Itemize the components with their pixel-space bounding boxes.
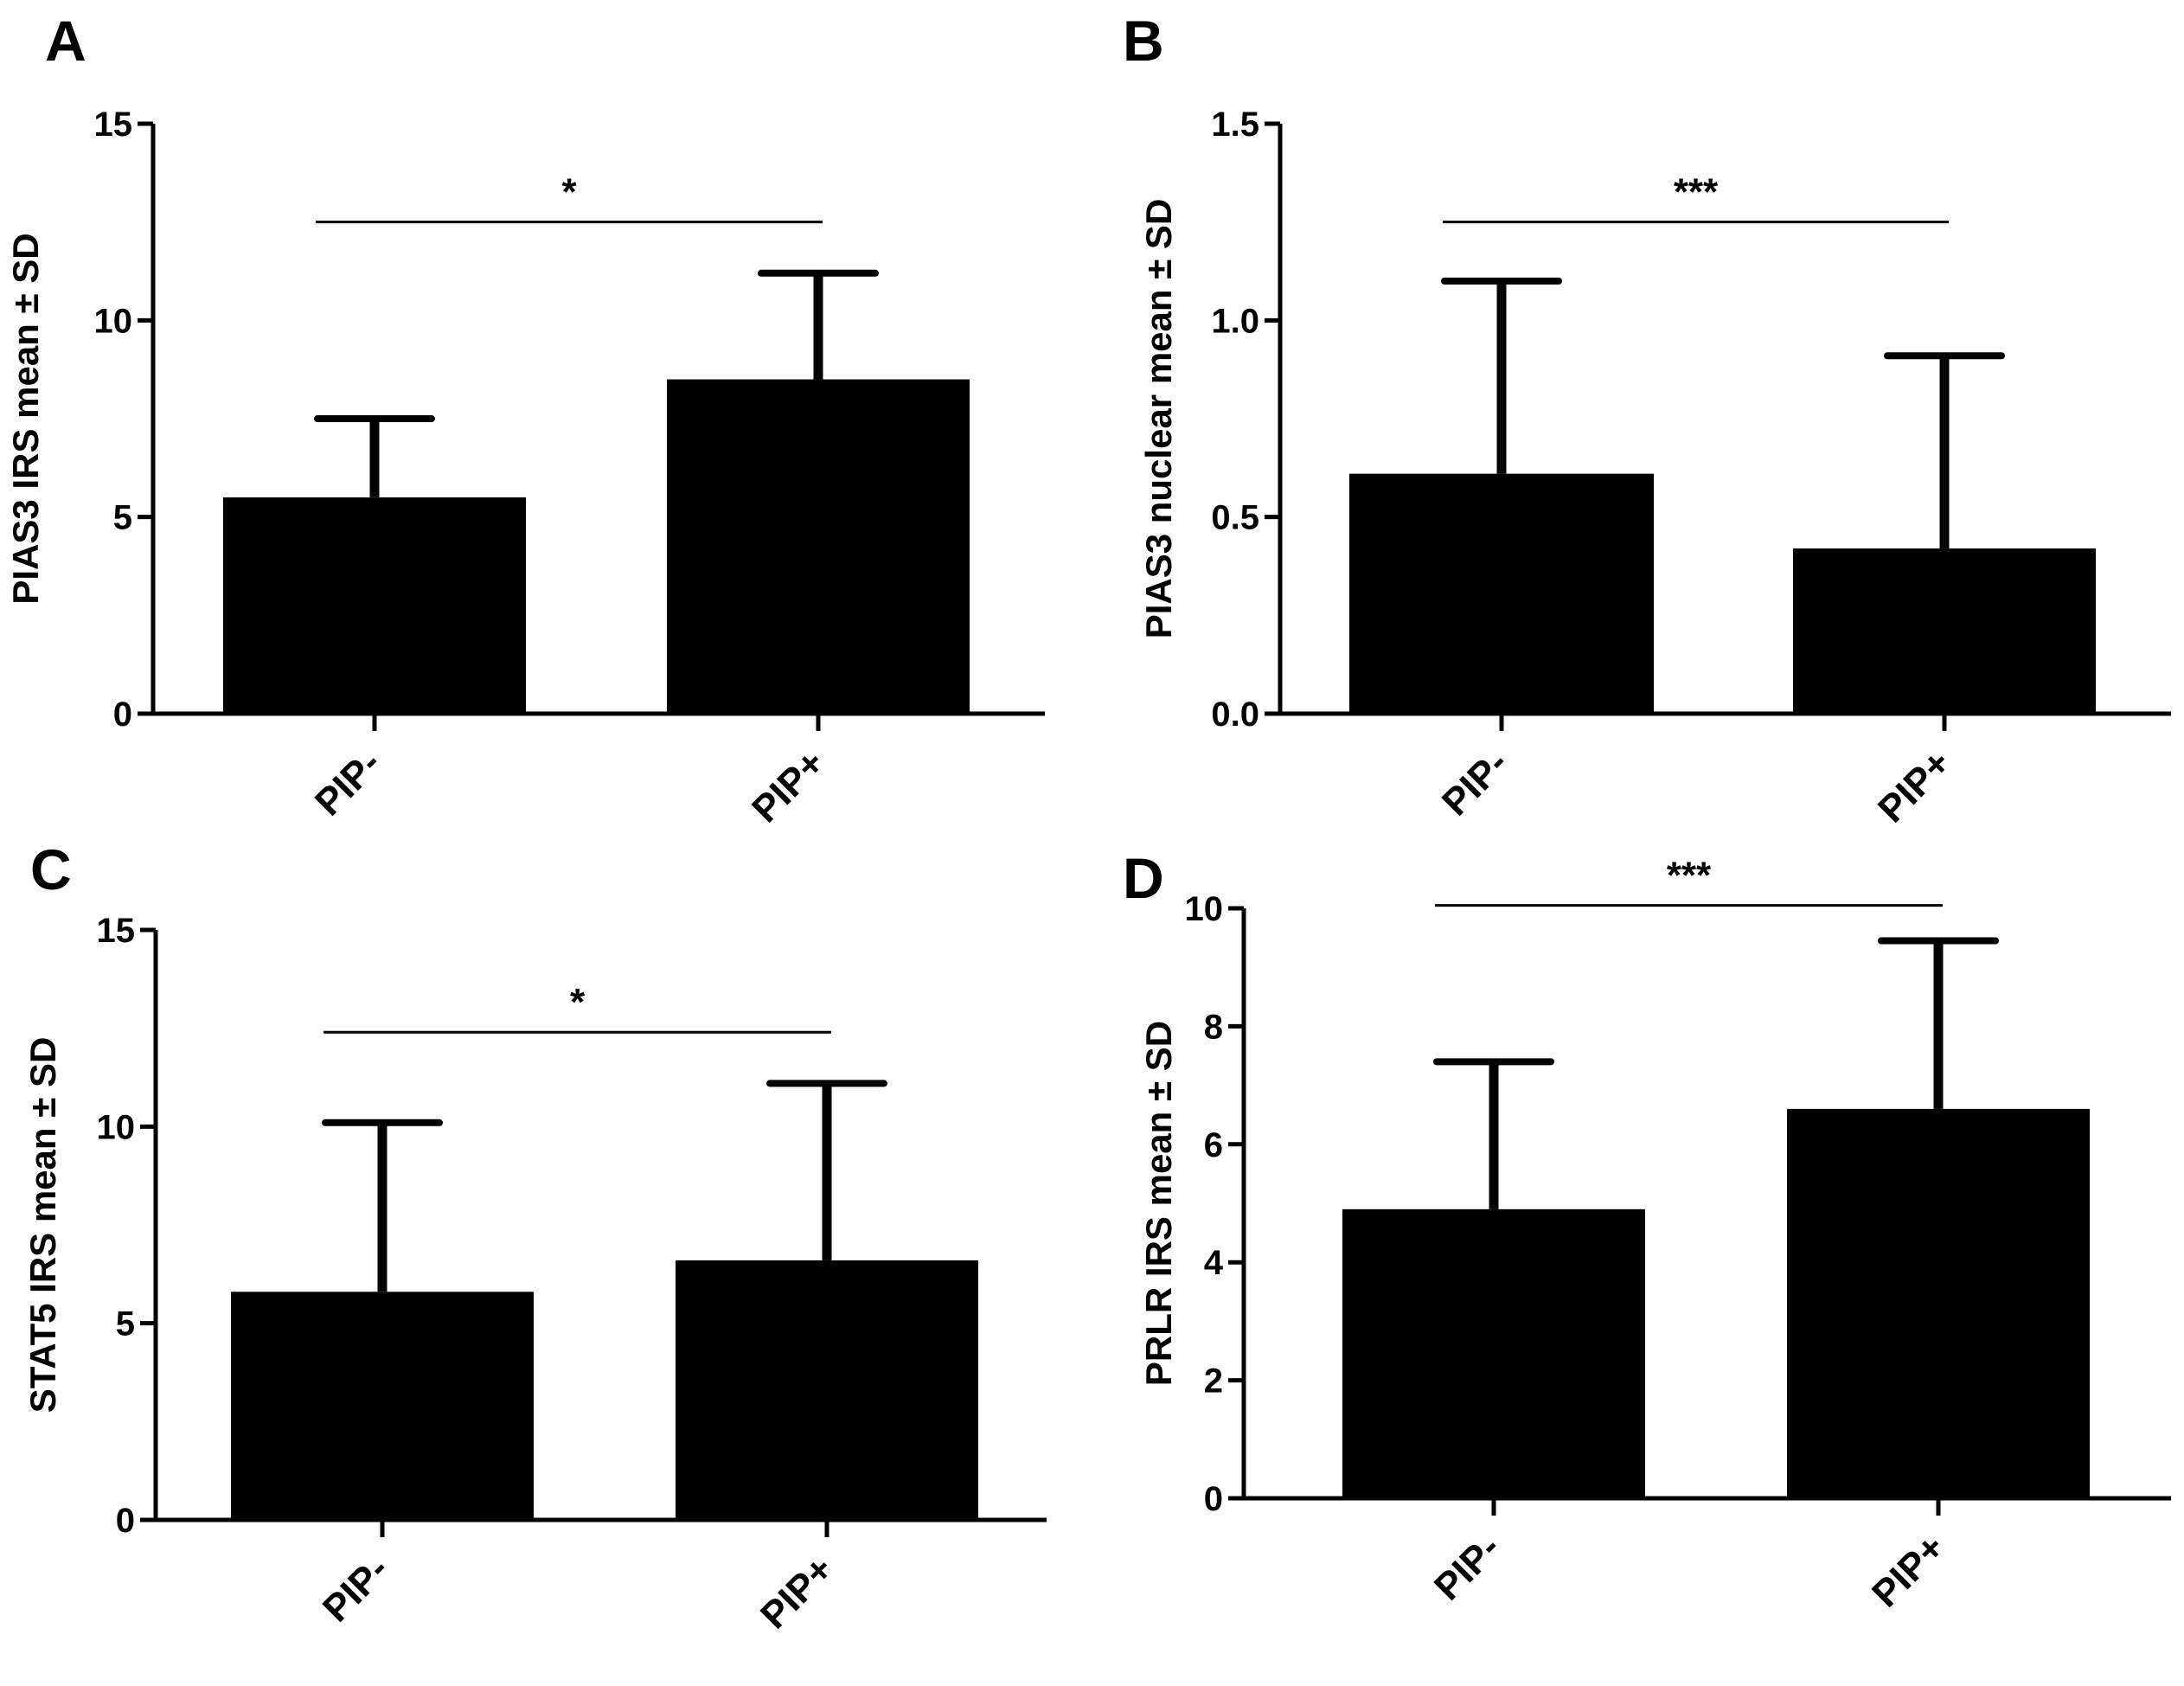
significance-marker: *	[561, 171, 577, 214]
y-tick-label: 15	[94, 106, 133, 144]
bar	[231, 1292, 534, 1520]
panel-letter: A	[45, 9, 86, 73]
y-tick-label: 4	[1204, 1244, 1224, 1282]
panel-letter: D	[1123, 846, 1164, 910]
y-tick-label: 6	[1204, 1126, 1223, 1164]
bar	[676, 1260, 978, 1520]
bar	[1787, 1108, 2090, 1498]
y-tick-label: 0	[1204, 1480, 1223, 1518]
panel-b: B 0.0 0.5 1.0 1.5 PIAS3 nuclear mean ± SD PIP-…	[1123, 9, 2171, 830]
y-axis-label: STAT5 IRS mean ± SD	[22, 1037, 63, 1414]
panel-letter: B	[1123, 9, 1164, 73]
significance-marker: *	[570, 981, 586, 1023]
x-tick-label: PIP-	[307, 741, 389, 824]
y-tick-label: 5	[113, 499, 132, 537]
y-tick-label: 0	[116, 1502, 135, 1540]
panel-letter: C	[30, 837, 72, 901]
y-tick-label: 8	[1204, 1008, 1223, 1046]
panel-c: C 0 5 10 15 STAT5 IRS mean ± SD PIP- PIP+ *	[22, 837, 1047, 1637]
y-axis-label: PIAS3 nuclear mean ± SD	[1138, 199, 1179, 639]
y-axis-label: PRLR IRS mean ± SD	[1138, 1021, 1179, 1386]
x-tick-label: PIP+	[744, 741, 833, 830]
y-tick-label: 0	[113, 696, 132, 734]
y-axis-label: PIAS3 IRS mean ± SD	[5, 233, 46, 604]
y-tick-label: 1.5	[1211, 106, 1259, 144]
x-tick-label: PIP+	[1864, 1526, 1953, 1615]
bar	[1342, 1208, 1645, 1498]
bar	[667, 379, 970, 714]
y-tick-label: 10	[97, 1108, 136, 1146]
x-tick-label: PIP+	[1870, 741, 1959, 830]
x-tick-label: PIP-	[315, 1548, 397, 1630]
y-tick-label: 15	[97, 912, 136, 950]
y-tick-label: 2	[1204, 1362, 1223, 1401]
significance-marker: ***	[1667, 855, 1712, 897]
panel-d: D 0 2 4 6 8 10 PRLR IRS mean ± SD PIP- PIP+ ***	[1123, 846, 2171, 1615]
bar	[223, 497, 526, 714]
bar	[1349, 473, 1654, 714]
significance-marker: ***	[1674, 171, 1719, 214]
x-tick-label: PIP-	[1426, 1526, 1508, 1608]
y-tick-label: 0.0	[1211, 696, 1259, 734]
x-tick-label: PIP+	[753, 1548, 842, 1637]
y-tick-label: 1.0	[1211, 302, 1259, 340]
y-tick-label: 0.5	[1211, 499, 1259, 537]
y-tick-label: 5	[116, 1305, 135, 1343]
y-tick-label: 10	[1185, 890, 1224, 928]
bar	[1793, 548, 2096, 714]
y-tick-label: 10	[94, 302, 133, 340]
panel-a: A 0 5 10 15 PIAS3 IRS mean ± SD PIP- PIP+ *	[5, 9, 1045, 830]
x-tick-label: PIP-	[1434, 741, 1516, 824]
